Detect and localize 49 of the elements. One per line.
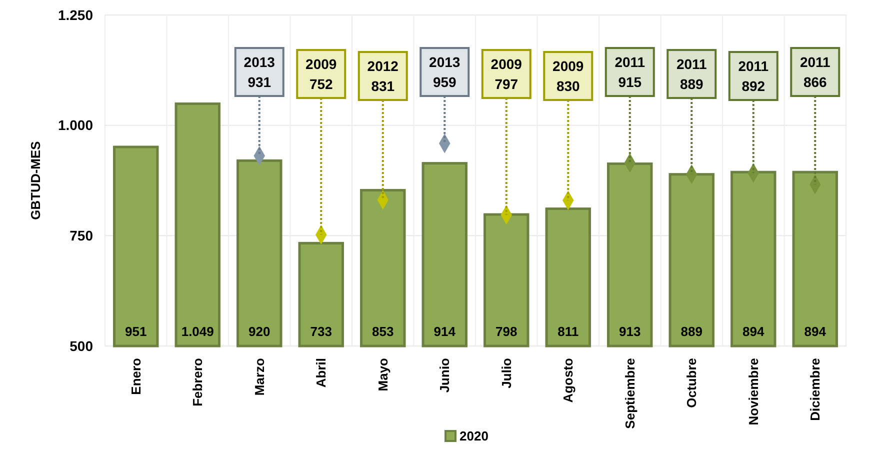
callout-box: 2011 892	[728, 51, 778, 173]
data-label: 913	[619, 324, 641, 339]
callout-box: 2009 752	[296, 49, 346, 235]
annotation: 2011 915	[614, 54, 646, 90]
y-axis-title: GBTUD-MES	[28, 140, 43, 220]
y-tick-label: 750	[70, 228, 94, 244]
annotation: 2011 889	[676, 56, 708, 92]
annotation: 2009 830	[552, 58, 584, 94]
callout-box: 2013 931	[234, 47, 284, 156]
callout-box: 2011 889	[666, 49, 717, 174]
x-tick-label: Septiembre	[622, 358, 638, 429]
data-label: 811	[558, 324, 579, 339]
y-tick-label: 1.250	[58, 6, 94, 23]
x-tick-label: Febrero	[190, 358, 206, 406]
x-tick-label: Mayo	[375, 358, 390, 392]
y-tick-label: 500	[70, 338, 94, 354]
x-tick-label: Marzo	[252, 358, 267, 396]
x-tick-label: Noviembre	[746, 358, 761, 426]
data-label: 920	[248, 324, 270, 339]
annotation: 2011 892	[738, 58, 769, 94]
x-tick-label: Enero	[128, 358, 144, 395]
annotation: 2013 959	[429, 54, 460, 90]
callout-box: 2009 830	[543, 51, 594, 200]
x-tick-label: Diciembre	[808, 358, 823, 421]
legend-label: 2020	[460, 428, 488, 444]
annotation: 2013 931	[244, 54, 276, 90]
data-label: 914	[434, 324, 456, 339]
annotation: 2012 831	[367, 58, 399, 94]
x-tick-label: Julio	[498, 358, 514, 388]
data-label: 798	[496, 324, 518, 339]
x-tick-label: Abril	[314, 358, 329, 388]
x-tick-label: Junio	[437, 358, 452, 393]
annotation: 2009 752	[306, 56, 337, 92]
data-label: 853	[372, 324, 394, 339]
y-tick-label: 1.000	[58, 117, 94, 134]
callout-box: 2011 915	[604, 47, 655, 163]
annotation: 2011 866	[800, 54, 831, 90]
x-tick-label: Octubre	[684, 358, 700, 408]
callout-box: 2011 866	[790, 47, 840, 184]
data-label: 894	[804, 324, 827, 339]
data-label: 889	[680, 324, 702, 339]
callout-box: 2009 797	[481, 49, 532, 215]
data-label: 951	[125, 324, 147, 339]
annotation: 2009 797	[490, 56, 522, 92]
data-label: 733	[310, 324, 332, 339]
data-label: 1.049	[181, 324, 214, 339]
x-tick-label: Agosto	[560, 358, 576, 403]
data-label: 894	[742, 324, 765, 339]
callout-box: 2012 831	[358, 51, 408, 200]
